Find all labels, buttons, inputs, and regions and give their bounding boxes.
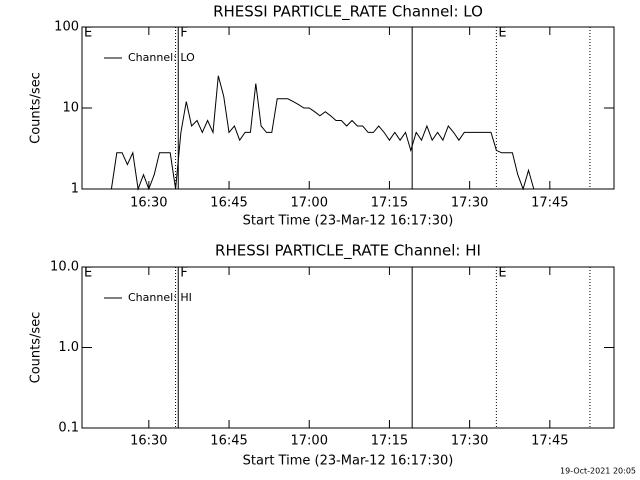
data-line (110, 75, 535, 191)
y-tick-label: 10.0 (50, 260, 79, 275)
y-axis-label: Counts/sec (29, 312, 44, 384)
x-tick-label: 17:30 (451, 434, 488, 449)
y-tick-label: 1.0 (58, 340, 79, 355)
event-label: E (498, 266, 506, 281)
event-label: E (84, 266, 92, 281)
x-tick-label: 17:15 (371, 434, 408, 449)
chart-title: RHESSI PARTICLE_RATE Channel: LO (213, 3, 483, 22)
x-axis-label: Start Time (23-Mar-12 16:17:30) (243, 214, 454, 229)
x-tick-label: 17:00 (291, 196, 328, 211)
x-tick-label: 17:00 (291, 434, 328, 449)
x-tick-label: 16:45 (210, 196, 247, 211)
x-tick-label: 17:30 (451, 196, 488, 211)
chart-title: RHESSI PARTICLE_RATE Channel: HI (215, 242, 481, 261)
event-label: E (84, 26, 92, 41)
x-tick-label: 16:30 (130, 434, 167, 449)
x-tick-label: 17:45 (531, 196, 568, 211)
y-tick-label: 0.1 (58, 421, 79, 436)
x-tick-label: 17:15 (371, 196, 408, 211)
x-tick-label: 16:45 (210, 434, 247, 449)
x-tick-label: 17:45 (531, 434, 568, 449)
legend-label: Channel: LO (128, 51, 195, 64)
y-tick-label: 10 (62, 101, 79, 116)
y-tick-label: 1 (71, 182, 79, 197)
event-label: E (498, 26, 506, 41)
x-axis-label: Start Time (23-Mar-12 16:17:30) (243, 454, 454, 469)
legend-label: Channel: HI (128, 291, 192, 304)
event-label: F (180, 26, 187, 41)
y-tick-label: 100 (54, 20, 79, 35)
y-axis-label: Counts/sec (29, 72, 44, 144)
footer: 19-Oct-2021 20:05 (560, 467, 636, 476)
event-label: F (180, 266, 187, 281)
x-tick-label: 16:30 (130, 196, 167, 211)
